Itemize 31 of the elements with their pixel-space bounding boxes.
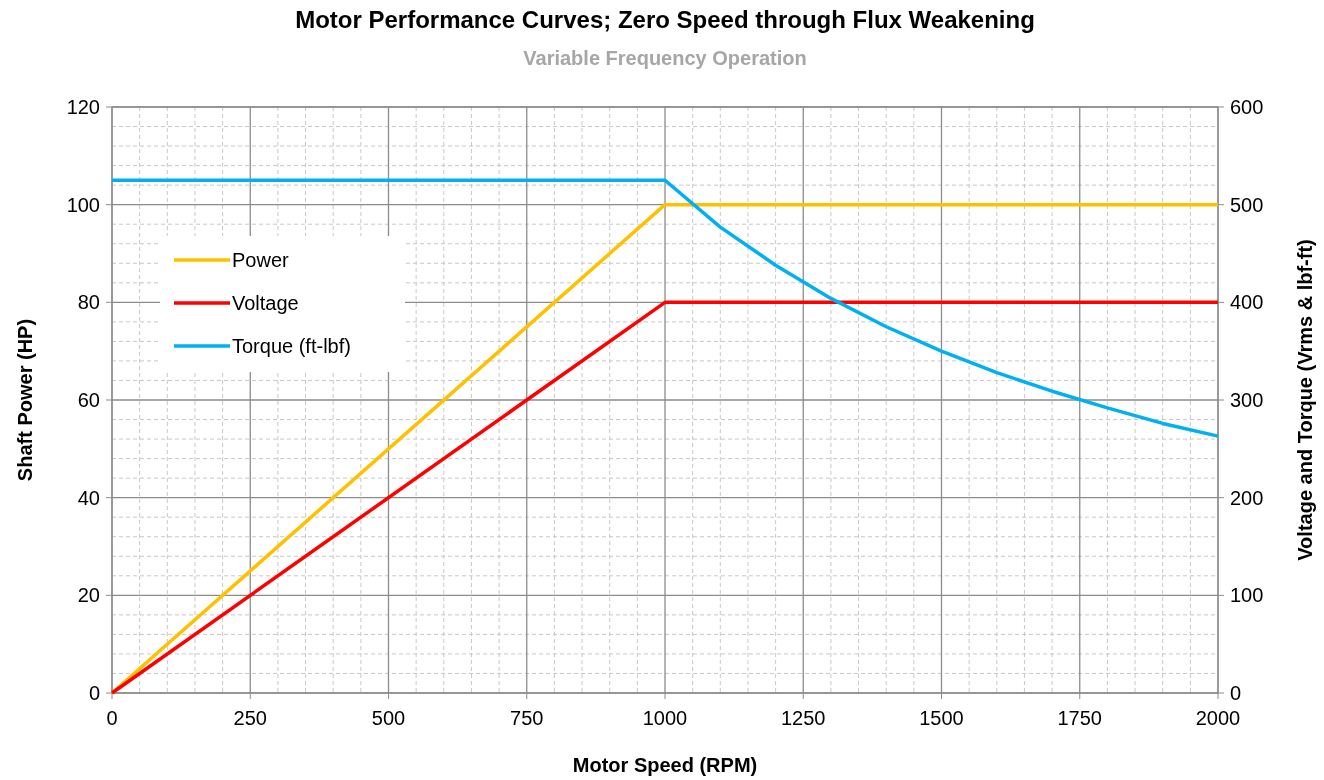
chart-subtitle: Variable Frequency Operation [523,47,807,69]
y2-axis-title: Voltage and Torque (Vrms & lbf-ft) [1294,239,1316,561]
x-tick-label: 250 [233,707,267,729]
chart-title: Motor Performance Curves; Zero Speed through Flux Weakening [295,6,1035,33]
x-tick-label: 1750 [1057,707,1102,729]
x-tick-label: 2000 [1195,707,1241,729]
y2-tick-label: 100 [1230,584,1264,607]
y-tick-label: 20 [77,584,100,607]
x-tick-label: 500 [371,707,406,729]
y2-tick-label: 600 [1230,96,1264,118]
y-tick-label: 120 [66,96,100,118]
y-tick-label: 100 [66,193,100,216]
y2-tick-label: 200 [1230,486,1264,509]
x-axis-title: Motor Speed (RPM) [572,754,758,776]
x-tick-label: 1250 [781,707,826,729]
y-tick-label: 60 [77,389,100,411]
legend-label: Torque (ft-lbf) [232,335,351,357]
legend-label: Power [232,249,290,271]
y-tick-label: 0 [88,682,100,704]
y-tick-label: 40 [77,486,100,509]
y2-tick-label: 500 [1230,193,1264,216]
x-tick-label: 1000 [642,707,688,729]
x-tick-label: 750 [510,707,544,729]
legend-label: Voltage [232,292,299,314]
y2-tick-label: 400 [1230,291,1264,314]
y-axis-title: Shaft Power (HP) [14,318,36,482]
y2-tick-label: 0 [1230,682,1242,704]
y-tick-label: 80 [77,291,100,314]
y2-tick-label: 300 [1230,389,1264,411]
x-tick-label: 1500 [919,707,964,729]
x-tick-label: 0 [106,707,118,729]
